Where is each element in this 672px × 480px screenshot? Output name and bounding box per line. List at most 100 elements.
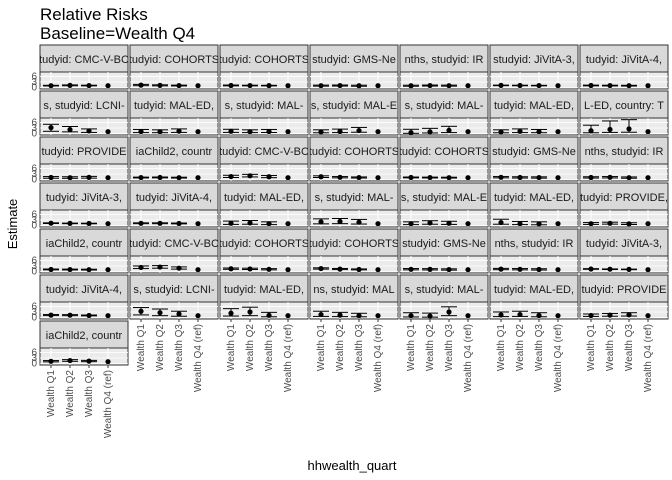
facet-strip-label: tudyid: PROVIDE: [582, 284, 667, 296]
estimate-point: [555, 129, 561, 135]
estimate-point: [408, 129, 414, 136]
facet-strip-label: nths, studyid: IR: [585, 146, 664, 158]
estimate-point: [48, 83, 54, 89]
estimate-point: [67, 175, 73, 181]
facet-strip: [219, 274, 309, 303]
estimate-point: [195, 129, 201, 135]
estimate-point: [356, 127, 362, 134]
estimate-point: [105, 267, 111, 273]
estimate-point: [427, 220, 433, 226]
facet-strip: [579, 228, 669, 257]
facet-strip: [489, 44, 579, 73]
x-tick-label: Wealth Q2: [515, 324, 526, 371]
estimate-point: [427, 129, 433, 135]
estimate-point: [318, 311, 324, 318]
facet-panel: nths, studyid: IR: [399, 44, 489, 90]
facet-plot-area: [219, 163, 309, 182]
estimate-point: [48, 220, 54, 226]
estimate-point: [176, 82, 182, 89]
estimate-point: [337, 218, 343, 225]
estimate-point: [337, 128, 343, 135]
facet-strip-label: nths, studyid: IR: [405, 54, 484, 66]
facet-strip-label: s, studyid: MAL-: [315, 192, 394, 204]
facet-strip-label: tudyid: MAL-ED,: [494, 192, 574, 204]
chart-subtitle: Baseline=Wealth Q4: [40, 24, 195, 43]
estimate-point: [465, 313, 471, 319]
x-tick-label: Wealth Q2: [245, 324, 256, 371]
estimate-point: [375, 83, 381, 89]
estimate-point: [555, 313, 561, 319]
facet-strip-label: tudyid: MAL-ED,: [224, 284, 304, 296]
estimate-point: [536, 129, 542, 135]
x-tick-label: Wealth Q4 (ref): [283, 324, 294, 392]
estimate-point: [375, 313, 381, 319]
estimate-point: [375, 175, 381, 181]
estimate-point: [157, 82, 163, 88]
estimate-point: [427, 174, 433, 181]
estimate-point: [446, 309, 452, 315]
facet-strip-label: L-ED, country: T: [584, 100, 664, 112]
facet-panel: tudyid: MAL-ED,: [489, 182, 579, 228]
estimate-point: [176, 175, 182, 181]
estimate-point: [247, 173, 253, 179]
estimate-point: [607, 266, 613, 272]
facet-strip: [39, 44, 129, 73]
estimate-point: [645, 267, 651, 273]
facet-strip: [129, 90, 219, 119]
estimate-point: [86, 267, 92, 273]
facet-strip-label: iaChild2, countr: [46, 238, 123, 250]
facet-strip-label: tudyid: PROVIDE: [42, 146, 127, 158]
x-tick-label: Wealth Q1: [586, 324, 597, 371]
facet-strip-label: s, studyid: MAL-E: [311, 100, 397, 112]
estimate-point: [228, 266, 234, 272]
y-tick-label: 3: [31, 77, 37, 88]
estimate-point: [138, 174, 144, 181]
x-tick-label: Wealth Q1: [406, 324, 417, 371]
estimate-point: [176, 311, 182, 317]
facet-strip-label: s, studyid: MAL-: [405, 284, 484, 296]
facet-panel: tudyid: COHORTS: [219, 228, 309, 274]
x-tick-label: Wealth Q1: [226, 324, 237, 371]
estimate-point: [465, 129, 471, 135]
estimate-point: [536, 221, 542, 227]
estimate-point: [195, 313, 201, 319]
estimate-point: [588, 82, 594, 89]
y-tick-label: 0: [31, 175, 37, 186]
facet-strip: [579, 182, 669, 211]
facet-panel: nths, studyid: IR: [579, 136, 669, 182]
estimate-point: [427, 313, 433, 319]
estimate-point: [375, 221, 381, 227]
facet-strip: [399, 136, 489, 165]
facet-strip-label: tudyid: COHORTS: [309, 146, 399, 158]
estimate-point: [626, 175, 632, 181]
estimate-point: [626, 126, 632, 132]
estimate-point: [588, 221, 594, 227]
estimate-point: [228, 220, 234, 226]
x-tick-label: Wealth Q2: [65, 370, 76, 417]
estimate-point: [105, 175, 111, 181]
y-tick-label: 6: [31, 347, 37, 358]
x-tick-label: Wealth Q1: [316, 324, 327, 371]
facet-strip-label: tudyid: JiVitA-4,: [586, 54, 662, 66]
estimate-point: [536, 82, 542, 89]
x-tick-label: Wealth Q3: [174, 324, 185, 371]
facet-panel: studyid: GMS-Ne: [399, 228, 489, 274]
estimate-point: [337, 82, 343, 89]
x-axis-title: hhwealth_quart: [308, 458, 397, 473]
x-tick-label: Wealth Q3: [624, 324, 635, 371]
facet-strip: [399, 274, 489, 303]
facet-panel: tudyid: JiVitA-4, 036: [31, 274, 129, 324]
estimate-point: [517, 174, 523, 181]
facet-strip: [39, 320, 129, 349]
facet-panel: s, studyid: MAL-E: [309, 90, 399, 136]
y-tick-label: 3: [31, 353, 37, 364]
facet-strip-label: s, studyid: MAL-: [405, 100, 484, 112]
estimate-point: [465, 175, 471, 181]
x-tick-label: Wealth Q4 (ref): [103, 370, 114, 438]
facet-panel: tudyid: JiVitA-4,: [129, 182, 219, 228]
estimate-point: [318, 265, 324, 272]
facet-panel: tudyid: MAL-ED, Wealth Q1 Wealth Q2 Wealth …: [219, 274, 309, 392]
facet-plot-area: [309, 255, 399, 274]
facet-strip: [129, 44, 219, 73]
